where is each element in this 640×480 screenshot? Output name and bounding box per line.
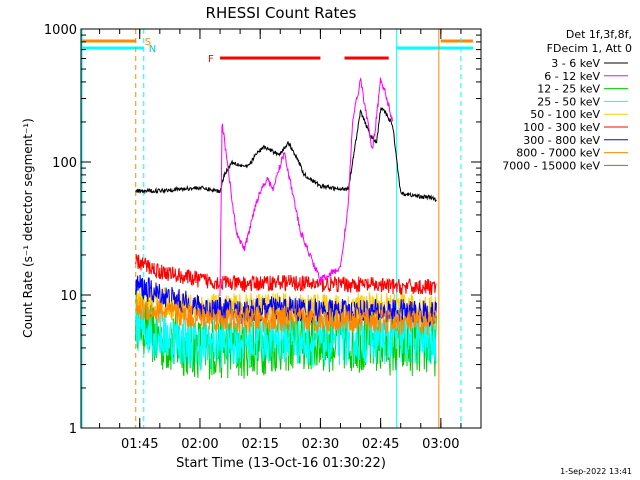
y-axis-ticks: 1 10 100 1000	[44, 23, 481, 437]
annotation-s: S	[145, 37, 151, 48]
legend-label: 3 - 6 keV	[551, 57, 600, 70]
legend-title-line: FDecim 1, Att 0	[547, 42, 632, 55]
time-markers	[81, 29, 462, 428]
legend-label: 7000 - 15000 keV	[502, 159, 600, 172]
legend-label: 12 - 25 keV	[537, 83, 600, 96]
series-lines	[135, 77, 437, 380]
legend-label: 100 - 300 keV	[523, 121, 600, 134]
annotation-f: F	[208, 54, 214, 65]
chart-title: RHESSI Count Rates	[206, 4, 357, 22]
legend-label: 800 - 7000 keV	[516, 147, 600, 160]
x-axis-ticks: 01:45 02:00 02:15 02:30 02:45 03:00	[99, 29, 482, 452]
status-bands	[81, 39, 473, 60]
y-tick-label: 1	[69, 422, 77, 437]
legend-label: 6 - 12 keV	[544, 70, 600, 83]
x-tick-label: 02:45	[362, 437, 399, 452]
legend-label: 25 - 50 keV	[537, 95, 600, 108]
timestamp-text: 1-Sep-2022 13:41	[560, 467, 632, 476]
legend-label: 50 - 100 keV	[530, 108, 600, 121]
legend-title-line: Det 1f,3f,8f,	[566, 28, 632, 41]
y-tick-label: 10	[60, 289, 77, 304]
x-tick-label: 02:15	[241, 437, 278, 452]
y-axis-label: Count Rate (s⁻¹ detector segment⁻¹)	[21, 118, 35, 338]
y-tick-label: 100	[52, 156, 77, 171]
plot-frame	[80, 28, 482, 429]
x-tick-label: 02:00	[181, 437, 218, 452]
annotations: SN F	[145, 37, 214, 65]
x-tick-label: 02:30	[302, 437, 339, 452]
annotation-n: N	[149, 44, 156, 55]
series-line-8	[135, 296, 437, 337]
y-tick-label: 1000	[44, 23, 77, 38]
series-line-2	[219, 77, 393, 297]
legend-label: 300 - 800 keV	[523, 134, 600, 147]
series-line-1	[135, 107, 437, 203]
x-tick-label: 03:00	[422, 437, 459, 452]
x-tick-label: 01:45	[121, 437, 158, 452]
series-line-6	[135, 253, 437, 295]
x-axis-label: Start Time (13-Oct-16 01:30:22)	[176, 456, 386, 471]
